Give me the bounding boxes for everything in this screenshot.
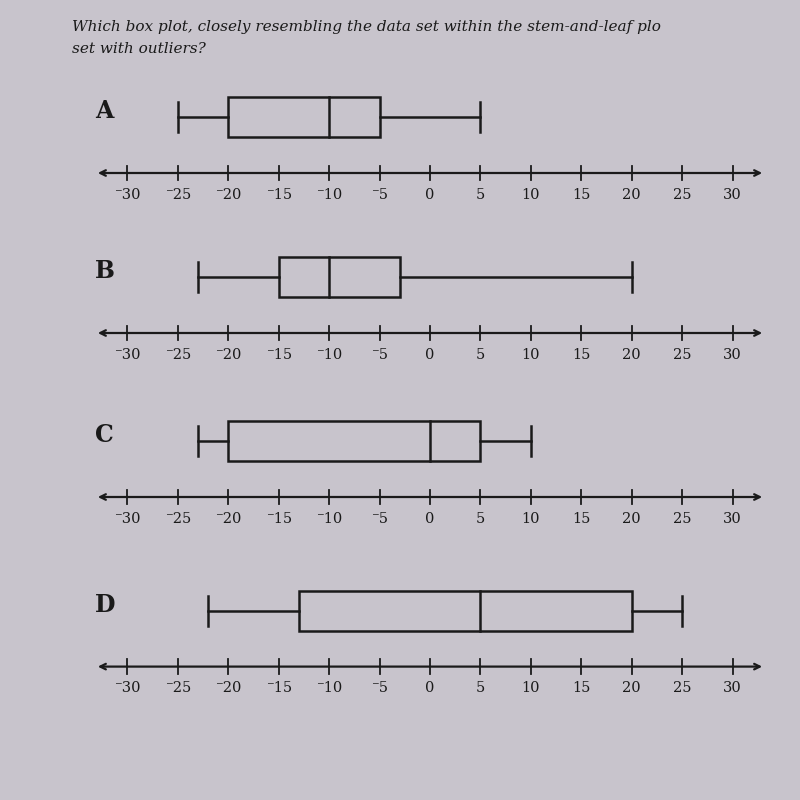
Text: 10: 10: [522, 188, 540, 202]
Text: ⁻25: ⁻25: [165, 348, 191, 362]
Bar: [228, 98, 379, 137]
Text: ⁻10: ⁻10: [316, 682, 342, 695]
Text: ⁻10: ⁻10: [316, 188, 342, 202]
Text: 30: 30: [723, 348, 742, 362]
Text: ⁻15: ⁻15: [266, 682, 292, 695]
Text: ⁻15: ⁻15: [266, 512, 292, 526]
Text: B: B: [95, 259, 115, 283]
Text: 5: 5: [476, 512, 485, 526]
Text: ⁻25: ⁻25: [165, 188, 191, 202]
Text: ⁻20: ⁻20: [215, 188, 242, 202]
Text: A: A: [95, 99, 114, 123]
Text: 0: 0: [426, 512, 434, 526]
Text: 25: 25: [673, 188, 691, 202]
Text: C: C: [95, 423, 114, 447]
Text: 5: 5: [476, 188, 485, 202]
Text: Which box plot, closely resembling the data set within the stem-and-leaf plo: Which box plot, closely resembling the d…: [72, 20, 661, 34]
Text: D: D: [95, 593, 115, 617]
Text: 15: 15: [572, 188, 590, 202]
Text: 15: 15: [572, 682, 590, 695]
Text: 0: 0: [426, 188, 434, 202]
Text: 0: 0: [426, 682, 434, 695]
Text: ⁻25: ⁻25: [165, 512, 191, 526]
Text: 25: 25: [673, 348, 691, 362]
Text: ⁻30: ⁻30: [114, 188, 141, 202]
Bar: [228, 422, 481, 461]
Text: 30: 30: [723, 188, 742, 202]
Text: 20: 20: [622, 348, 641, 362]
Bar: [299, 591, 632, 630]
Text: 30: 30: [723, 512, 742, 526]
Text: set with outliers?: set with outliers?: [72, 42, 206, 56]
Text: 15: 15: [572, 348, 590, 362]
Text: 15: 15: [572, 512, 590, 526]
Text: ⁻15: ⁻15: [266, 348, 292, 362]
Text: ⁻10: ⁻10: [316, 512, 342, 526]
Text: ⁻30: ⁻30: [114, 682, 141, 695]
Text: ⁻30: ⁻30: [114, 512, 141, 526]
Text: 20: 20: [622, 188, 641, 202]
Text: 0: 0: [426, 348, 434, 362]
Text: 25: 25: [673, 512, 691, 526]
Text: ⁻5: ⁻5: [371, 188, 388, 202]
Bar: [278, 258, 400, 297]
Text: 5: 5: [476, 682, 485, 695]
Text: 20: 20: [622, 682, 641, 695]
Text: ⁻15: ⁻15: [266, 188, 292, 202]
Text: 20: 20: [622, 512, 641, 526]
Text: ⁻10: ⁻10: [316, 348, 342, 362]
Text: 25: 25: [673, 682, 691, 695]
Text: ⁻30: ⁻30: [114, 348, 141, 362]
Text: 10: 10: [522, 682, 540, 695]
Text: 10: 10: [522, 348, 540, 362]
Text: ⁻20: ⁻20: [215, 512, 242, 526]
Text: ⁻20: ⁻20: [215, 682, 242, 695]
Text: 10: 10: [522, 512, 540, 526]
Text: 5: 5: [476, 348, 485, 362]
Text: ⁻5: ⁻5: [371, 348, 388, 362]
Text: ⁻5: ⁻5: [371, 512, 388, 526]
Text: ⁻5: ⁻5: [371, 682, 388, 695]
Text: ⁻25: ⁻25: [165, 682, 191, 695]
Text: ⁻20: ⁻20: [215, 348, 242, 362]
Text: 30: 30: [723, 682, 742, 695]
